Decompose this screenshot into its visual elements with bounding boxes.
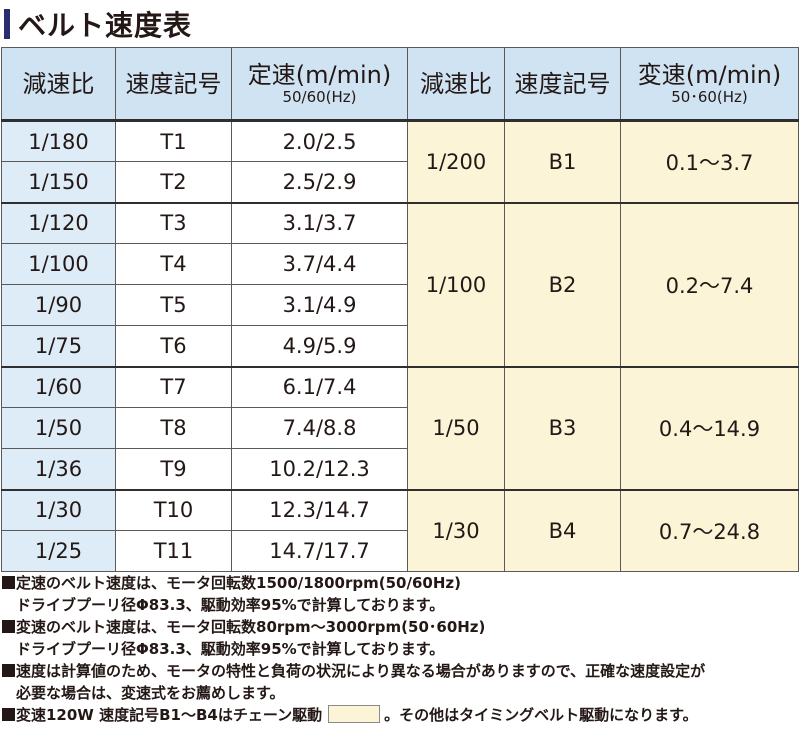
bullet-square-icon — [2, 576, 15, 589]
speed-code-cell: T9 — [115, 448, 232, 490]
ratio-cell: 1/50 — [1, 407, 116, 449]
table-header-row: 減速比 速度記号 定速(m/min) 50/60(Hz) 減速比 速度記号 変速… — [1, 47, 799, 122]
bullet-square-icon — [2, 708, 15, 721]
speed-code-cell: T2 — [115, 161, 232, 203]
chain-drive-color-swatch — [328, 705, 381, 723]
note-4: 変速120W 速度記号B1～B4はチェーン駆動 。その他はタイミングベルト駆動にな… — [2, 704, 798, 726]
table-row: 1/60 T7 6.1/7.4 1/50 B3 0.4～14.9 — [1, 365, 799, 490]
notes-section: 定速のベルト速度は、モータ回転数1500/1800rpm(50/60Hz) ドラ… — [2, 572, 798, 726]
var-ratio-cell: 1/30 — [407, 488, 505, 572]
ratio-cell: 1/75 — [1, 325, 116, 367]
title-accent-bar — [4, 9, 10, 39]
ratio-cell: 1/30 — [1, 488, 116, 531]
speed-code-cell: T10 — [115, 488, 232, 531]
header-var-speed: 変速(m/min) 50･60(Hz) — [620, 47, 799, 122]
ratio-cell: 1/60 — [1, 365, 116, 408]
ratio-cell: 1/100 — [1, 243, 116, 285]
var-speed-cell: 0.4～14.9 — [620, 365, 799, 490]
table-row: 1/120 T3 3.1/3.7 1/100 B2 0.2～7.4 — [1, 201, 799, 367]
table-row: 1/25 T11 14.7/17.7 — [1, 530, 799, 572]
const-speed-cell: 10.2/12.3 — [231, 448, 408, 490]
note-3: 速度は計算値のため、モータの特性と負荷の状況により異なる場合がありますので、正確… — [2, 660, 798, 682]
speed-code-cell: T5 — [115, 284, 232, 326]
const-speed-cell: 14.7/17.7 — [231, 530, 408, 572]
table-row: 1/36 T9 10.2/12.3 — [1, 448, 799, 490]
header-code-variable: 速度記号 — [504, 47, 621, 122]
ratio-cell: 1/90 — [1, 284, 116, 326]
header-ratio: 減速比 — [1, 47, 116, 122]
const-speed-cell: 4.9/5.9 — [231, 325, 408, 367]
const-speed-cell: 6.1/7.4 — [231, 365, 408, 408]
note-2-cont: ドライブプーリ径Φ83.3、駆動効率95%で計算しております。 — [16, 640, 445, 658]
var-speed-cell: 0.7～24.8 — [620, 488, 799, 572]
const-speed-cell: 3.1/3.7 — [231, 201, 408, 244]
belt-speed-table: 減速比 速度記号 定速(m/min) 50/60(Hz) 減速比 速度記号 変速… — [1, 47, 799, 572]
header-const-speed: 定速(m/min) 50/60(Hz) — [231, 47, 408, 122]
speed-code-cell: T11 — [115, 530, 232, 572]
var-code-cell: B3 — [504, 365, 621, 490]
var-code-cell: B4 — [504, 488, 621, 572]
const-speed-cell: 7.4/8.8 — [231, 407, 408, 449]
ratio-cell: 1/150 — [1, 161, 116, 203]
const-speed-cell: 2.5/2.9 — [231, 161, 408, 203]
const-speed-cell: 3.7/4.4 — [231, 243, 408, 285]
const-speed-cell: 12.3/14.7 — [231, 488, 408, 531]
var-ratio-cell: 1/50 — [407, 365, 505, 490]
note-1: 定速のベルト速度は、モータ回転数1500/1800rpm(50/60Hz) — [2, 572, 798, 594]
table-row: 1/75 T6 4.9/5.9 — [1, 325, 799, 367]
note-1-cont: ドライブプーリ径Φ83.3、駆動効率95%で計算しております。 — [16, 596, 445, 614]
title-text: ベルト速度表 — [18, 9, 193, 42]
ratio-cell: 1/120 — [1, 201, 116, 244]
var-speed-cell: 0.1～3.7 — [620, 119, 799, 203]
page-title: ベルト速度表 — [4, 4, 192, 44]
ratio-cell: 1/180 — [1, 119, 116, 162]
speed-code-cell: T7 — [115, 365, 232, 408]
bullet-square-icon — [2, 620, 15, 633]
table-row: 1/30 T10 12.3/14.7 1/30 B4 0.7～24.8 — [1, 488, 799, 572]
speed-code-cell: T8 — [115, 407, 232, 449]
const-speed-cell: 3.1/4.9 — [231, 284, 408, 326]
speed-code-cell: T6 — [115, 325, 232, 367]
note-2: 変速のベルト速度は、モータ回転数80rpm～3000rpm(50･60Hz) — [2, 616, 798, 638]
table-row: 1/180 T1 2.0/2.5 1/200 B1 0.1～3.7 — [1, 119, 799, 203]
header-code: 速度記号 — [115, 47, 232, 122]
speed-code-cell: T3 — [115, 201, 232, 244]
ratio-cell: 1/25 — [1, 530, 116, 572]
table-row: 1/90 T5 3.1/4.9 — [1, 284, 799, 326]
bullet-square-icon — [2, 664, 15, 677]
var-code-cell: B1 — [504, 119, 621, 203]
ratio-cell: 1/36 — [1, 448, 116, 490]
header-ratio-variable: 減速比 — [407, 47, 505, 122]
var-ratio-cell: 1/100 — [407, 201, 505, 367]
speed-code-cell: T1 — [115, 119, 232, 162]
var-code-cell: B2 — [504, 201, 621, 367]
var-ratio-cell: 1/200 — [407, 119, 505, 203]
note-3-cont: 必要な場合は、変速式をお薦めします。 — [16, 684, 285, 702]
const-speed-cell: 2.0/2.5 — [231, 119, 408, 162]
var-speed-cell: 0.2～7.4 — [620, 201, 799, 367]
table-row: 1/100 T4 3.7/4.4 — [1, 243, 799, 285]
speed-code-cell: T4 — [115, 243, 232, 285]
